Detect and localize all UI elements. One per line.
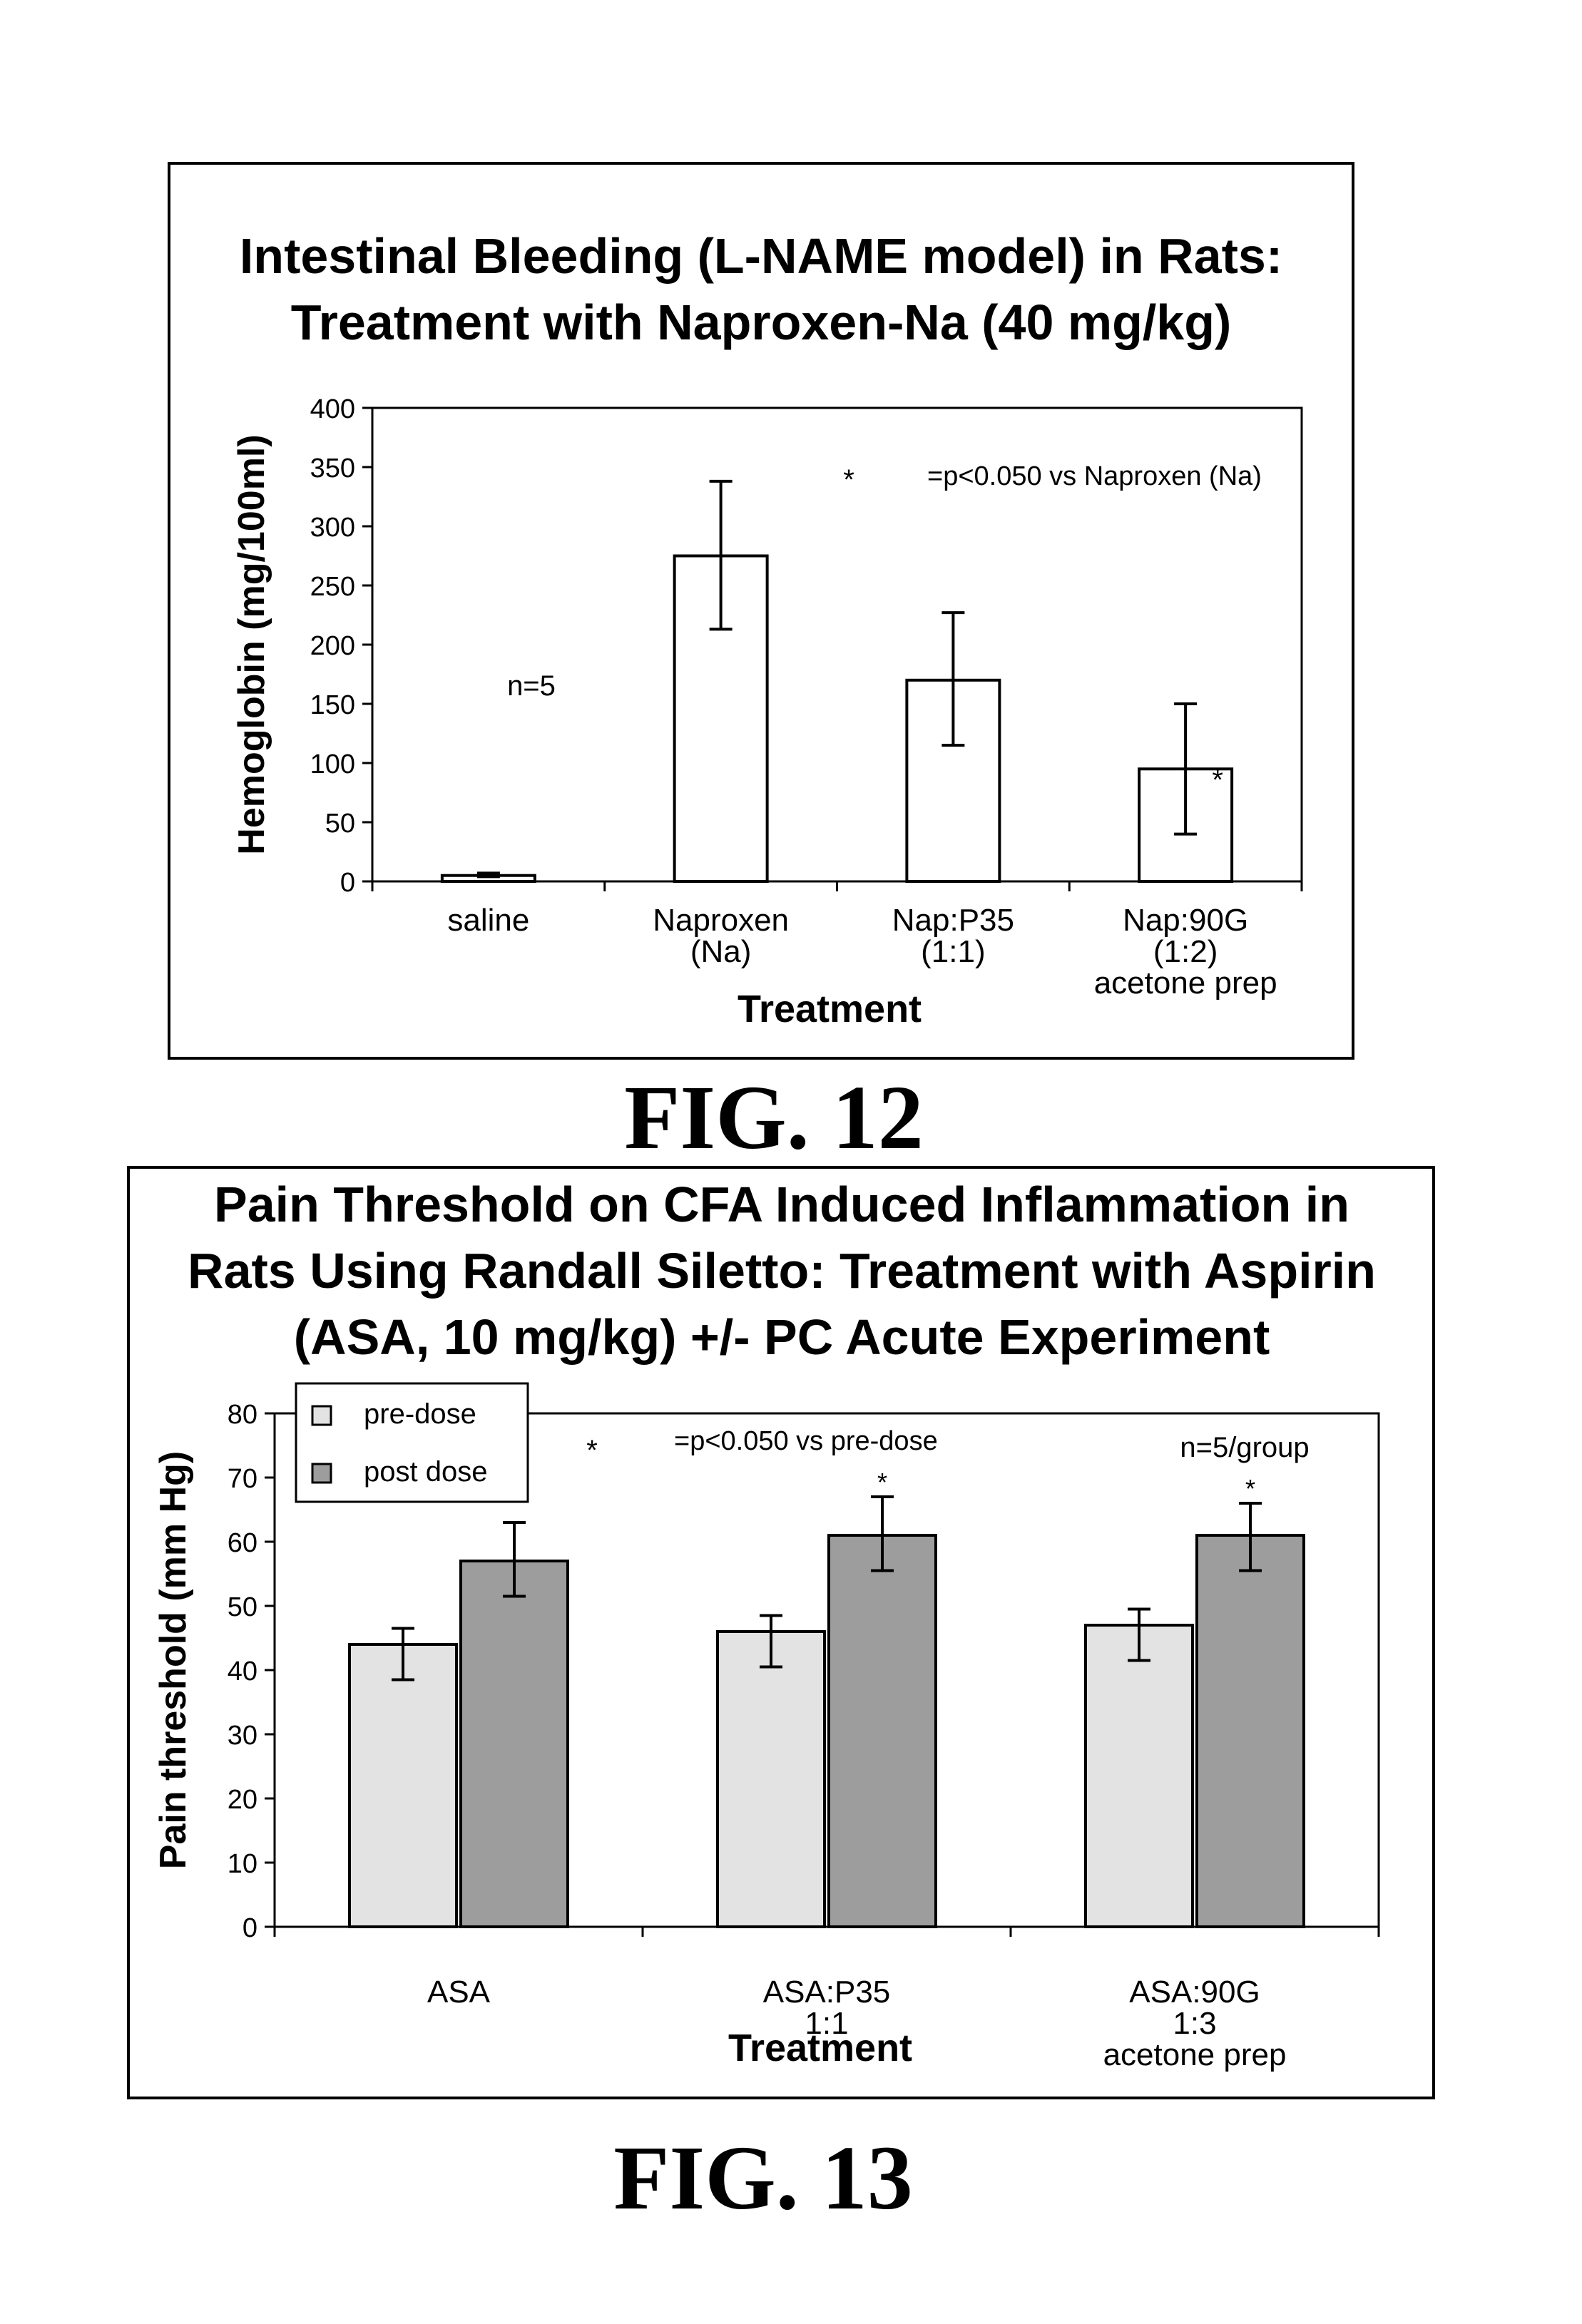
fig12-y-tick-label: 400 bbox=[310, 394, 355, 424]
fig13-bar-post-dose bbox=[1195, 1534, 1305, 1928]
fig13-x-axis-label: Treatment bbox=[728, 2027, 912, 2069]
fig13-chart: Pain Threshold on CFA Induced Inflammati… bbox=[127, 1166, 1435, 2099]
fig13-legend-swatch-post-dose bbox=[311, 1463, 332, 1484]
fig12-x-axis-label: Treatment bbox=[738, 988, 922, 1030]
fig13-y-tick-label: 10 bbox=[228, 1849, 257, 1879]
fig12-frame bbox=[168, 162, 1354, 1060]
fig13-bar-pre-dose bbox=[348, 1643, 458, 1928]
fig12-y-tick-label: 100 bbox=[310, 749, 355, 779]
fig13-category-label: ASA bbox=[427, 1975, 491, 2010]
fig13-y-tick-label: 40 bbox=[228, 1657, 257, 1686]
fig12-category-label: Nap:P35 bbox=[892, 903, 1014, 938]
fig13-legend-label-pre-dose: pre-dose bbox=[364, 1398, 476, 1430]
fig13-y-tick-label: 70 bbox=[228, 1464, 257, 1494]
fig12-y-tick-label: 250 bbox=[310, 572, 355, 602]
fig13-x-axis bbox=[273, 1927, 1380, 1937]
fig13-y-tick-label: 0 bbox=[243, 1913, 257, 1943]
fig12-title-line-2: Treatment with Naproxen-Na (40 mg/kg) bbox=[291, 295, 1232, 350]
fig12-y-axis: 0 50 100 150 200 250 300 350 400 bbox=[310, 394, 372, 898]
fig13-y-tick-label: 80 bbox=[228, 1400, 257, 1430]
fig13-y-axis-label: Pain threshold (mm Hg) bbox=[153, 1451, 194, 1869]
fig13-y-tick-label: 60 bbox=[228, 1528, 257, 1558]
fig12-title-line-1: Intestinal Bleeding (L-NAME model) in Ra… bbox=[240, 228, 1282, 284]
fig12-category-label: (1:1) bbox=[921, 934, 985, 969]
fig12-y-tick-label: 0 bbox=[340, 868, 355, 898]
fig13-legend-swatch-pre-dose bbox=[311, 1405, 332, 1426]
fig12-y-axis-label: Hemoglobin (mg/100ml) bbox=[231, 434, 272, 854]
fig13-category-label: ASA:90G bbox=[1129, 1975, 1260, 2010]
fig13-title-line-2: Rats Using Randall Siletto: Treatment wi… bbox=[188, 1243, 1376, 1299]
fig12-y-tick-label: 150 bbox=[310, 690, 355, 720]
fig12-y-tick-label: 200 bbox=[310, 631, 355, 661]
fig12-n-annotation: n=5 bbox=[507, 670, 556, 702]
fig13-legend-box bbox=[295, 1382, 529, 1503]
fig13-legend: pre-dose post dose bbox=[295, 1382, 529, 1503]
fig12-y-tick-label: 50 bbox=[325, 809, 355, 839]
fig13-title-line-3: (ASA, 10 mg/kg) +/- PC Acute Experiment bbox=[294, 1309, 1270, 1365]
fig12-caption: FIG. 12 bbox=[624, 1067, 924, 1168]
fig12-category-label: (1:2) bbox=[1153, 934, 1218, 969]
fig13-y-tick-label: 30 bbox=[228, 1721, 257, 1751]
fig12-category-label: Naproxen bbox=[653, 903, 789, 938]
fig12-chart: Intestinal Bleeding (L-NAME model) in Ra… bbox=[168, 162, 1354, 1060]
fig13-category-label: 1:3 bbox=[1173, 2006, 1216, 2041]
fig12-y-tick-label: 300 bbox=[310, 513, 355, 543]
fig12-category-label: acetone prep bbox=[1094, 966, 1277, 1000]
fig12-category-label: (Na) bbox=[690, 934, 752, 969]
fig13-bar-post-dose bbox=[827, 1534, 937, 1928]
fig13-category-label: 1:1 bbox=[805, 2006, 848, 2041]
fig13-y-axis: 0 10 20 30 40 50 60 70 80 bbox=[228, 1400, 275, 1943]
fig13-legend-text: =p<0.050 vs pre-dose bbox=[674, 1426, 938, 1456]
fig13-legend-star: * bbox=[586, 1435, 598, 1466]
fig13-n-annotation: n=5/group bbox=[1180, 1432, 1309, 1463]
fig12-legend-star: * bbox=[843, 464, 854, 496]
fig13-bar-post-dose bbox=[459, 1560, 569, 1928]
fig12-category-labels: saline Naproxen(Na) Nap:P35(1:1) Nap:90G(1:… bbox=[447, 903, 1277, 1000]
fig13-legend-label-post-dose: post dose bbox=[364, 1456, 487, 1488]
fig13-category-label: ASA:P35 bbox=[763, 1975, 891, 2010]
fig12-bars: * bbox=[440, 479, 1234, 884]
fig12-y-tick-label: 350 bbox=[310, 454, 355, 483]
fig13-bar-pre-dose bbox=[1084, 1624, 1194, 1928]
fig13-y-tick-label: 20 bbox=[228, 1785, 257, 1815]
fig13-bars: * * bbox=[348, 1468, 1305, 1928]
fig12-bar bbox=[673, 554, 769, 883]
fig12-legend-text: =p<0.050 vs Naproxen (Na) bbox=[927, 461, 1262, 491]
fig13-caption: FIG. 13 bbox=[613, 2127, 913, 2228]
fig12-category-label: saline bbox=[447, 903, 529, 938]
fig12-significance-mark: * bbox=[1212, 764, 1223, 796]
fig13-bar-pre-dose bbox=[716, 1630, 826, 1928]
fig13-category-label: acetone prep bbox=[1103, 2037, 1287, 2072]
fig13-y-tick-label: 50 bbox=[228, 1592, 257, 1622]
fig13-significance-mark: * bbox=[877, 1468, 887, 1497]
fig12-category-label: Nap:90G bbox=[1123, 903, 1248, 938]
fig13-significance-mark: * bbox=[1245, 1474, 1255, 1503]
fig13-frame bbox=[127, 1166, 1435, 2099]
fig13-title-line-1: Pain Threshold on CFA Induced Inflammati… bbox=[214, 1177, 1349, 1232]
fig12-x-axis bbox=[371, 881, 1303, 891]
